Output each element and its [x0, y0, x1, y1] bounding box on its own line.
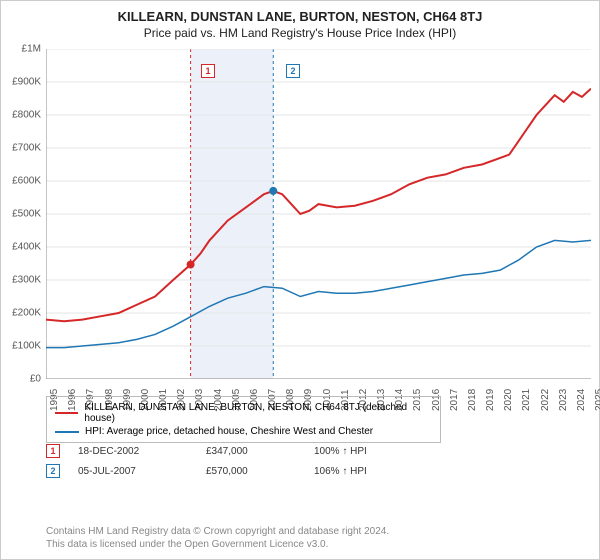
- chart-title: KILLEARN, DUNSTAN LANE, BURTON, NESTON, …: [1, 1, 599, 24]
- footer: Contains HM Land Registry data © Crown c…: [46, 525, 389, 551]
- legend: KILLEARN, DUNSTAN LANE, BURTON, NESTON, …: [46, 396, 441, 443]
- x-axis-label: 2018: [467, 389, 478, 411]
- footer-line-1: Contains HM Land Registry data © Crown c…: [46, 525, 389, 538]
- transaction-table: 1 18-DEC-2002 £347,000 100% ↑ HPI 2 05-JUL-20…: [46, 441, 546, 481]
- y-axis-label: £1M: [1, 44, 41, 55]
- legend-swatch-1: [55, 412, 78, 414]
- y-axis-label: £600K: [1, 176, 41, 187]
- transaction-marker: 2: [46, 464, 60, 478]
- y-axis-label: £300K: [1, 275, 41, 286]
- legend-row-2: HPI: Average price, detached house, Ches…: [55, 425, 432, 438]
- y-axis-label: £200K: [1, 308, 41, 319]
- transaction-date: 05-JUL-2007: [78, 466, 188, 477]
- x-axis-label: 2022: [540, 389, 551, 411]
- transaction-price: £347,000: [206, 446, 296, 457]
- x-axis-label: 2023: [558, 389, 569, 411]
- legend-label-2: HPI: Average price, detached house, Ches…: [85, 426, 373, 437]
- footer-line-2: This data is licensed under the Open Gov…: [46, 538, 389, 551]
- legend-row-1: KILLEARN, DUNSTAN LANE, BURTON, NESTON, …: [55, 401, 432, 425]
- transaction-pct: 106% ↑ HPI: [314, 466, 414, 477]
- y-axis-label: £0: [1, 374, 41, 385]
- chart-area: £0£100K£200K£300K£400K£500K£600K£700K£80…: [46, 49, 591, 379]
- transaction-price: £570,000: [206, 466, 296, 477]
- chart-subtitle: Price paid vs. HM Land Registry's House …: [1, 24, 599, 40]
- marker-label-1: 1: [201, 64, 215, 78]
- transaction-date: 18-DEC-2002: [78, 446, 188, 457]
- chart-container: KILLEARN, DUNSTAN LANE, BURTON, NESTON, …: [0, 0, 600, 560]
- x-axis-label: 2017: [449, 389, 460, 411]
- transaction-row: 2 05-JUL-2007 £570,000 106% ↑ HPI: [46, 461, 546, 481]
- y-axis-label: £900K: [1, 77, 41, 88]
- transaction-pct: 100% ↑ HPI: [314, 446, 414, 457]
- legend-swatch-2: [55, 431, 79, 433]
- transaction-marker: 1: [46, 444, 60, 458]
- transaction-row: 1 18-DEC-2002 £347,000 100% ↑ HPI: [46, 441, 546, 461]
- x-axis-label: 2020: [503, 389, 514, 411]
- chart-svg: [46, 49, 591, 379]
- x-axis-label: 2024: [576, 389, 587, 411]
- legend-label-1: KILLEARN, DUNSTAN LANE, BURTON, NESTON, …: [84, 402, 432, 424]
- y-axis-label: £700K: [1, 143, 41, 154]
- x-axis-label: 2019: [485, 389, 496, 411]
- y-axis-label: £800K: [1, 110, 41, 121]
- y-axis-label: £500K: [1, 209, 41, 220]
- marker-label-2: 2: [286, 64, 300, 78]
- y-axis-label: £100K: [1, 341, 41, 352]
- x-axis-label: 2021: [521, 389, 532, 411]
- y-axis-label: £400K: [1, 242, 41, 253]
- x-axis-label: 2025: [594, 389, 600, 411]
